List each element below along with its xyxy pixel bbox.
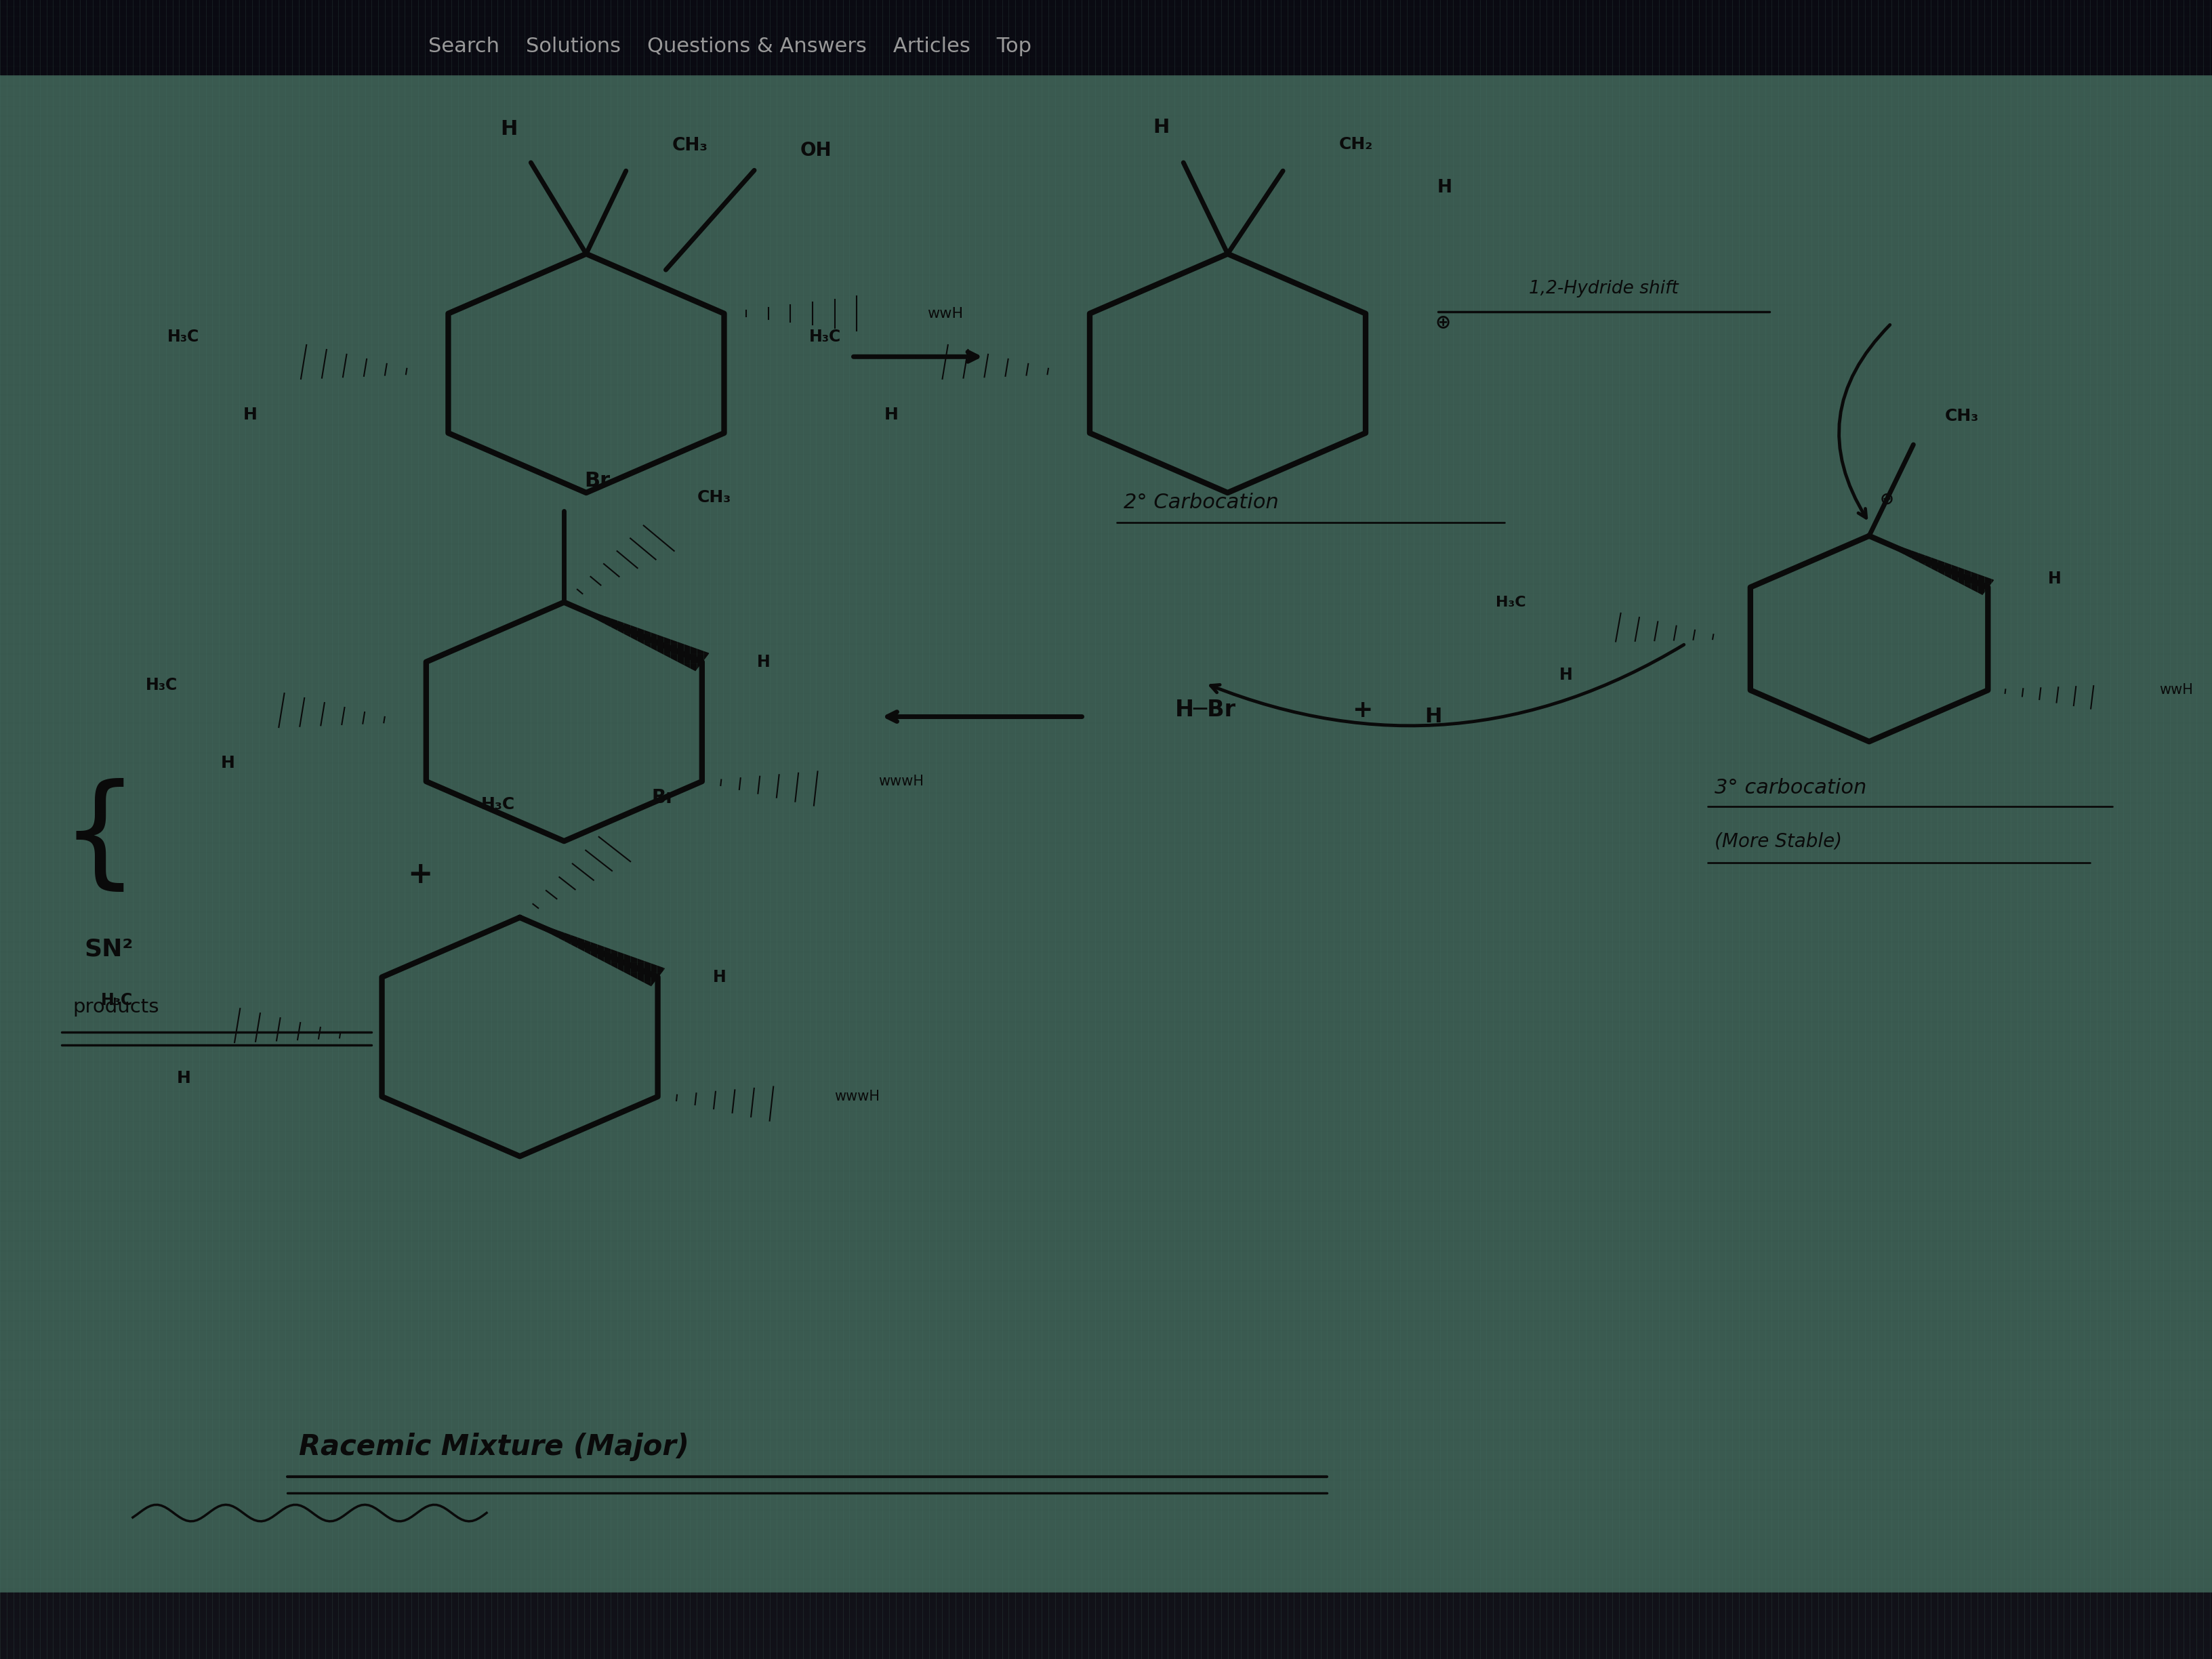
- Text: {: {: [60, 778, 139, 898]
- Text: OH: OH: [801, 141, 832, 159]
- Text: H: H: [885, 406, 898, 423]
- Text: ⊕: ⊕: [1880, 491, 1893, 508]
- Text: H: H: [221, 755, 234, 771]
- Text: H: H: [2048, 571, 2062, 587]
- Text: H₃C: H₃C: [810, 328, 841, 345]
- Text: wwH: wwH: [927, 307, 962, 320]
- Text: Search    Solutions    Questions & Answers    Articles    Top: Search Solutions Questions & Answers Art…: [429, 36, 1031, 56]
- Text: (More Stable): (More Stable): [1714, 831, 1843, 851]
- Text: H: H: [1438, 179, 1451, 196]
- Text: SN²: SN²: [84, 937, 133, 961]
- Text: Br: Br: [584, 471, 611, 491]
- Polygon shape: [520, 917, 664, 985]
- Text: wwwH: wwwH: [834, 1090, 880, 1103]
- Text: +: +: [1352, 698, 1374, 722]
- Text: ⊕: ⊕: [1436, 312, 1451, 332]
- Text: CH₃: CH₃: [697, 489, 732, 506]
- Polygon shape: [1869, 536, 1993, 594]
- Text: H: H: [243, 406, 257, 423]
- Polygon shape: [564, 602, 708, 670]
- Text: wwwH: wwwH: [878, 775, 925, 788]
- Text: +: +: [407, 859, 434, 889]
- Text: H: H: [1425, 707, 1442, 727]
- Text: 3° carbocation: 3° carbocation: [1714, 778, 1867, 798]
- Text: H₃C: H₃C: [146, 677, 177, 693]
- Text: H₃C: H₃C: [102, 992, 133, 1009]
- Text: H: H: [757, 654, 770, 670]
- Text: H₃C: H₃C: [480, 796, 515, 813]
- Text: wwH: wwH: [2159, 684, 2192, 697]
- Text: H─Br: H─Br: [1175, 698, 1237, 722]
- Text: H: H: [500, 119, 518, 139]
- Text: H: H: [712, 969, 726, 985]
- Text: products: products: [73, 997, 159, 1017]
- Text: H₃C: H₃C: [168, 328, 199, 345]
- Text: 2° Carbocation: 2° Carbocation: [1124, 493, 1279, 513]
- Text: 1,2-Hydride shift: 1,2-Hydride shift: [1528, 280, 1679, 297]
- Text: H: H: [1559, 667, 1573, 684]
- Text: H: H: [177, 1070, 190, 1087]
- Text: H: H: [1152, 118, 1170, 138]
- Text: CH₃: CH₃: [672, 138, 708, 154]
- Text: CH₂: CH₂: [1338, 136, 1374, 153]
- Text: H₃C: H₃C: [1495, 596, 1526, 609]
- Text: CH₃: CH₃: [1944, 408, 1980, 425]
- Text: Br: Br: [653, 788, 675, 808]
- Text: Racemic Mixture (Major): Racemic Mixture (Major): [299, 1432, 688, 1462]
